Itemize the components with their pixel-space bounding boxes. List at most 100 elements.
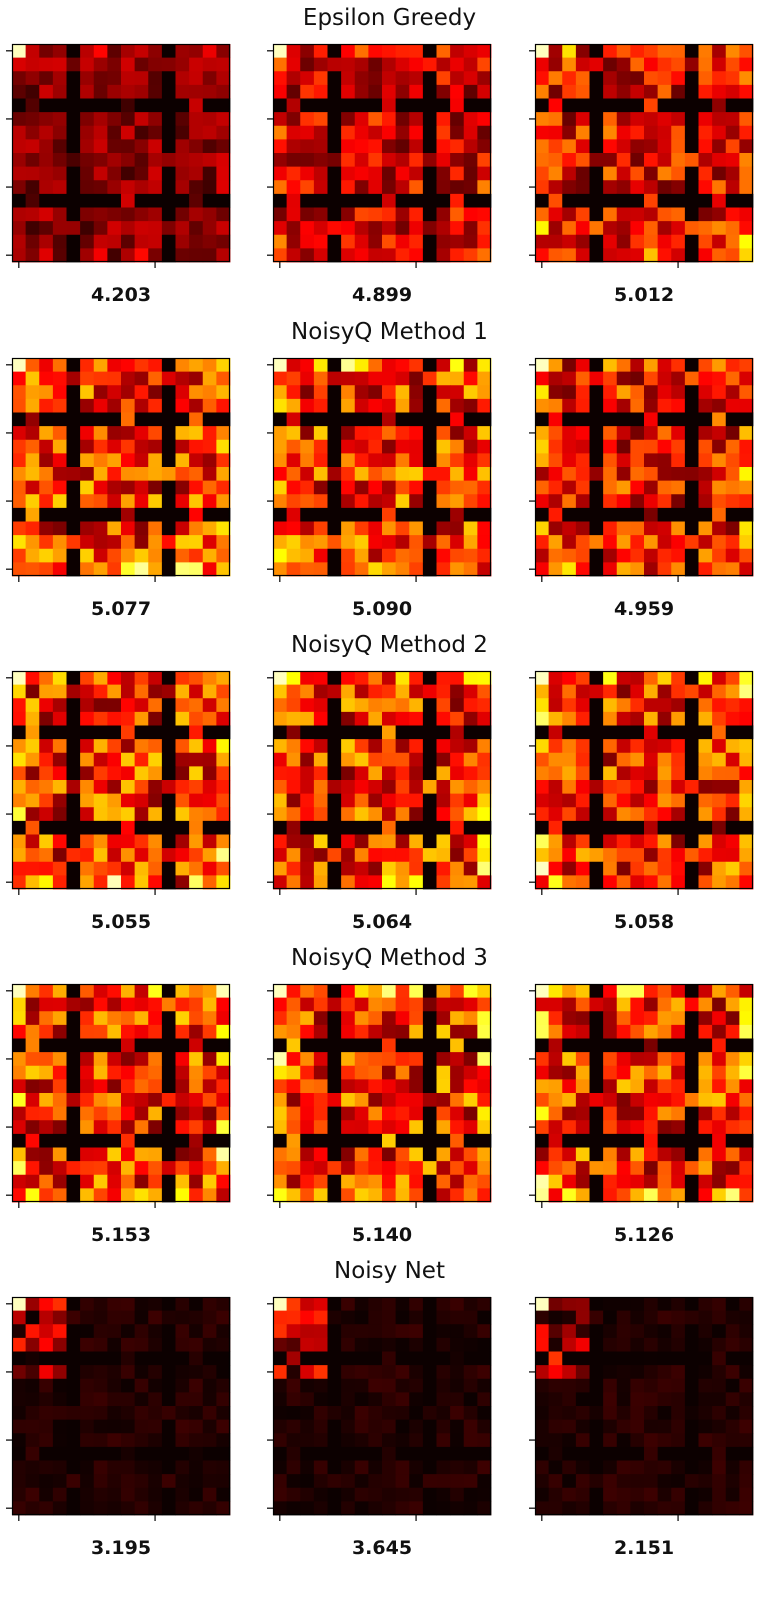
heatmap-cell	[300, 248, 315, 263]
heatmap-cell	[327, 180, 342, 195]
heatmap-cell	[39, 71, 54, 86]
heatmap-cell	[12, 112, 27, 127]
heatmap-cell	[39, 1174, 54, 1189]
heatmap-cell	[134, 1419, 149, 1434]
heatmap-cell	[603, 1052, 618, 1067]
heatmap-cell	[589, 84, 604, 99]
heatmap-cell	[382, 725, 397, 740]
heatmap-cell	[66, 1337, 81, 1352]
heatmap-cell	[450, 861, 465, 876]
heatmap-cell	[341, 193, 356, 208]
heatmap-cell	[121, 1433, 136, 1448]
heatmap-cell	[450, 57, 465, 72]
heatmap-cell	[107, 1297, 122, 1312]
heatmap-cell	[725, 521, 740, 536]
heatmap-cell	[450, 98, 465, 113]
heatmap-cell	[712, 71, 727, 86]
heatmap-cell	[477, 1392, 492, 1407]
heatmap-cell	[712, 193, 727, 208]
heatmap-cell	[644, 412, 659, 427]
heatmap-cell	[575, 1024, 590, 1039]
heatmap-cell	[148, 1474, 163, 1489]
heatmap-cell	[161, 671, 176, 686]
heatmap-cell	[80, 820, 95, 835]
heatmap-cell	[684, 207, 699, 222]
heatmap-cell	[161, 1024, 176, 1039]
heatmap-cell	[121, 1011, 136, 1026]
heatmap-cell	[712, 671, 727, 686]
heatmap-cell	[589, 725, 604, 740]
heatmap-cell	[395, 453, 410, 468]
heatmap-cell	[189, 820, 204, 835]
heatmap-cell	[575, 371, 590, 386]
heatmap-cell	[202, 398, 217, 413]
heatmap-cell	[725, 44, 740, 59]
heatmap-cell	[161, 180, 176, 195]
heatmap-cell	[134, 997, 149, 1012]
heatmap-cell	[548, 984, 563, 999]
heatmap-cell	[286, 793, 301, 808]
heatmap-cell	[450, 371, 465, 386]
heatmap-cell	[66, 1079, 81, 1094]
heatmap-cell	[535, 221, 550, 236]
heatmap-cell	[341, 1446, 356, 1461]
heatmap-cell	[589, 671, 604, 686]
heatmap-cell	[477, 412, 492, 427]
heatmap-cell	[107, 1474, 122, 1489]
heatmap-cell	[25, 997, 40, 1012]
heatmap-cell	[273, 371, 288, 386]
heatmap-cell	[382, 507, 397, 522]
heatmap-cell	[712, 820, 727, 835]
heatmap-cell	[684, 1406, 699, 1421]
heatmap-cell	[712, 1038, 727, 1053]
heatmap-cell	[712, 207, 727, 222]
heatmap-cell	[368, 193, 383, 208]
heatmap-cell	[12, 1433, 27, 1448]
heatmap-cell	[216, 467, 231, 482]
heatmap-cell	[436, 521, 451, 536]
heatmap-cell	[603, 507, 618, 522]
heatmap-cell	[189, 1174, 204, 1189]
heatmap-cell	[548, 671, 563, 686]
heatmap-cell	[684, 861, 699, 876]
heatmap-cell	[216, 453, 231, 468]
heatmap-cell	[300, 84, 315, 99]
panel-score: 5.126	[613, 1224, 675, 1246]
heatmap-cell	[189, 1324, 204, 1339]
heatmap-cell	[313, 71, 328, 86]
heatmap-cell	[202, 671, 217, 686]
heatmap-cell	[354, 207, 369, 222]
heatmap-cell	[273, 1365, 288, 1380]
heatmap-cell	[739, 834, 754, 849]
heatmap-cell	[354, 1174, 369, 1189]
heatmap-cell	[313, 997, 328, 1012]
heatmap-cell	[630, 848, 645, 863]
heatmap-cell	[436, 725, 451, 740]
heatmap-cell	[698, 385, 713, 400]
heatmap-cell	[477, 562, 492, 577]
heatmap-cell	[148, 793, 163, 808]
heatmap-cell	[436, 820, 451, 835]
heatmap-cell	[535, 684, 550, 699]
heatmap-cell	[657, 875, 672, 890]
heatmap-cell	[202, 71, 217, 86]
heatmap-cell	[422, 1406, 437, 1421]
heatmap-cell	[286, 1147, 301, 1162]
heatmap-cell	[300, 834, 315, 849]
heatmap-cell	[175, 139, 190, 154]
heatmap-cell	[630, 1460, 645, 1475]
heatmap-cell	[422, 1024, 437, 1039]
heatmap-cell	[121, 467, 136, 482]
heatmap-cell	[477, 861, 492, 876]
heatmap-cell	[93, 1460, 108, 1475]
heatmap-cell	[368, 780, 383, 795]
heatmap-cell	[725, 1106, 740, 1121]
heatmap-cell	[548, 1337, 563, 1352]
heatmap-cell	[189, 453, 204, 468]
heatmap-cell	[463, 861, 478, 876]
heatmap-cell	[535, 1052, 550, 1067]
panel-score: 4.959	[613, 598, 675, 620]
heatmap-cell	[25, 984, 40, 999]
heatmap-cell	[202, 1052, 217, 1067]
heatmap-cell	[422, 535, 437, 550]
